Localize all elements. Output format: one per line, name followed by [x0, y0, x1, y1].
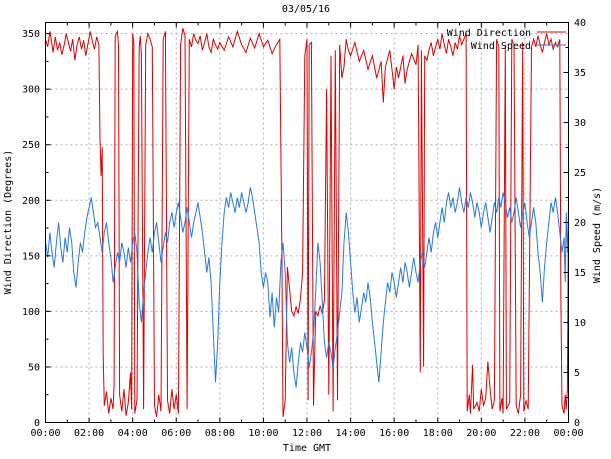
x-tick-label: 04:00: [118, 428, 148, 439]
right-tick-label: 25: [574, 168, 586, 179]
axis-ticks: [45, 22, 569, 423]
right-tick-label: 30: [574, 118, 586, 129]
x-tick-label: 14:00: [336, 428, 366, 439]
series-lines: [45, 27, 569, 417]
legend: Wind Direction Wind Speed: [447, 28, 566, 52]
left-tick-label: 200: [22, 196, 40, 207]
chart-title: 03/05/16: [282, 4, 330, 15]
right-tick-label: 5: [574, 368, 580, 379]
right-tick-label: 40: [574, 18, 586, 29]
left-tick-label: 300: [22, 85, 40, 96]
x-axis-title: Time GMT: [283, 443, 331, 454]
right-axis-title: Wind Speed (m/s): [592, 187, 603, 283]
legend-label-wind-direction: Wind Direction: [447, 28, 531, 39]
right-tick-label: 0: [574, 418, 580, 429]
axis-tick-labels: 00:00 02:00 04:00 06:00 08:00 10:00 12:00 14:00…: [22, 18, 586, 439]
x-tick-label: 06:00: [161, 428, 191, 439]
left-tick-label: 0: [34, 418, 40, 429]
left-tick-label: 250: [22, 140, 40, 151]
left-tick-label: 350: [22, 29, 40, 40]
right-tick-label: 20: [574, 218, 586, 229]
x-tick-label: 00:00: [30, 428, 60, 439]
left-tick-label: 100: [22, 307, 40, 318]
x-tick-label: 00:00: [553, 428, 583, 439]
x-tick-label: 10:00: [248, 428, 278, 439]
x-tick-label: 08:00: [205, 428, 235, 439]
x-tick-label: 16:00: [379, 428, 409, 439]
right-tick-label: 15: [574, 268, 586, 279]
x-tick-label: 12:00: [292, 428, 322, 439]
x-tick-label: 22:00: [510, 428, 540, 439]
x-tick-label: 02:00: [74, 428, 104, 439]
legend-label-wind-speed: Wind Speed: [471, 41, 531, 52]
left-tick-label: 150: [22, 251, 40, 262]
right-tick-label: 35: [574, 68, 586, 79]
x-tick-label: 18:00: [423, 428, 453, 439]
right-tick-label: 10: [574, 318, 586, 329]
wind-speed-line: [45, 187, 569, 388]
left-tick-label: 50: [28, 362, 40, 373]
wind-direction-line: [45, 27, 569, 417]
x-tick-label: 20:00: [466, 428, 496, 439]
left-axis-title: Wind Direction (Degrees): [3, 150, 14, 295]
